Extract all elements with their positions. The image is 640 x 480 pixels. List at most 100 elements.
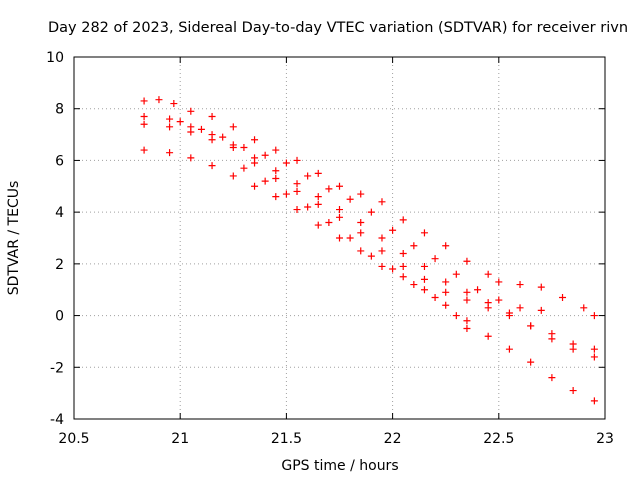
y-axis-label: SDTVAR / TECUs bbox=[6, 181, 22, 296]
data-point bbox=[140, 146, 148, 154]
data-point bbox=[378, 234, 386, 242]
data-point bbox=[346, 195, 354, 203]
data-point bbox=[559, 293, 567, 301]
data-point bbox=[463, 325, 471, 332]
data-point bbox=[282, 190, 290, 198]
data-point bbox=[261, 177, 269, 185]
data-point bbox=[140, 112, 148, 120]
data-point bbox=[389, 265, 397, 273]
data-point bbox=[569, 345, 577, 353]
data-point bbox=[357, 218, 365, 226]
data-point bbox=[399, 262, 407, 270]
data-point bbox=[590, 353, 598, 361]
data-point bbox=[314, 200, 322, 208]
y-tick-label: 2 bbox=[55, 257, 64, 273]
axis-ticks bbox=[73, 56, 606, 420]
data-point bbox=[314, 169, 322, 177]
data-point bbox=[240, 164, 248, 172]
data-point bbox=[516, 304, 524, 312]
data-point bbox=[537, 283, 545, 291]
data-point bbox=[336, 206, 343, 214]
series-track-4 bbox=[140, 146, 598, 405]
x-axis-label: GPS time / hours bbox=[281, 458, 398, 474]
data-point bbox=[293, 180, 301, 188]
data-point bbox=[314, 193, 322, 201]
y-tick-label: 0 bbox=[55, 309, 64, 325]
data-point bbox=[590, 397, 598, 405]
data-point bbox=[208, 112, 216, 120]
series-track-5 bbox=[176, 118, 545, 314]
data-point bbox=[166, 149, 174, 157]
data-point bbox=[325, 218, 333, 226]
data-point bbox=[170, 100, 178, 108]
data-point bbox=[399, 216, 407, 224]
data-point bbox=[442, 288, 450, 296]
data-point bbox=[367, 252, 375, 260]
data-point bbox=[197, 125, 205, 133]
data-point bbox=[389, 226, 397, 234]
data-point bbox=[140, 97, 148, 105]
data-point bbox=[378, 262, 386, 270]
data-point bbox=[357, 229, 365, 237]
data-point bbox=[442, 242, 450, 250]
data-point bbox=[399, 273, 407, 281]
data-point bbox=[420, 262, 428, 270]
x-tick-labels: 20.5 21 21.5 22 22.5 23 bbox=[58, 431, 614, 447]
data-point bbox=[378, 198, 386, 206]
data-point bbox=[516, 281, 524, 289]
data-point bbox=[336, 182, 343, 190]
data-point bbox=[410, 242, 418, 250]
data-point bbox=[442, 278, 450, 286]
data-point bbox=[420, 275, 428, 283]
data-point bbox=[219, 133, 227, 141]
x-tick-label: 22 bbox=[384, 431, 402, 447]
data-point bbox=[484, 304, 492, 312]
data-point bbox=[537, 306, 545, 314]
data-point bbox=[431, 255, 439, 263]
data-point bbox=[420, 229, 428, 237]
data-point bbox=[272, 167, 280, 175]
y-tick-label: -2 bbox=[50, 360, 64, 376]
data-point bbox=[495, 296, 503, 304]
data-point bbox=[505, 345, 513, 353]
data-point bbox=[166, 123, 174, 131]
data-point bbox=[304, 203, 312, 211]
x-tick-label: 23 bbox=[596, 431, 614, 447]
data-point bbox=[580, 304, 588, 312]
data-points bbox=[140, 96, 598, 405]
data-point bbox=[229, 144, 237, 151]
data-point bbox=[495, 278, 503, 286]
data-point bbox=[336, 234, 343, 242]
y-tick-label: 8 bbox=[55, 102, 64, 118]
data-point bbox=[378, 247, 386, 255]
x-tick-label: 20.5 bbox=[58, 431, 89, 447]
chart-title: Day 282 of 2023, Sidereal Day-to-day VTE… bbox=[48, 20, 628, 36]
data-point bbox=[140, 120, 148, 128]
data-point bbox=[463, 288, 471, 296]
data-point bbox=[474, 286, 482, 294]
x-tick-label: 22.5 bbox=[483, 431, 514, 447]
data-point bbox=[229, 172, 237, 180]
series-track-6 bbox=[240, 164, 471, 332]
data-point bbox=[357, 190, 365, 198]
data-point bbox=[527, 322, 535, 330]
data-point bbox=[590, 312, 598, 320]
data-point bbox=[452, 270, 460, 278]
data-point bbox=[187, 154, 195, 162]
data-point bbox=[548, 374, 556, 382]
data-point bbox=[261, 151, 269, 159]
data-point bbox=[240, 144, 248, 151]
data-point bbox=[314, 221, 322, 229]
data-point bbox=[176, 118, 184, 126]
y-tick-labels: -4 -2 0 2 4 6 8 10 bbox=[46, 50, 64, 428]
data-point bbox=[410, 281, 418, 289]
data-point bbox=[336, 213, 343, 221]
y-tick-label: 4 bbox=[55, 205, 64, 221]
data-point bbox=[399, 250, 407, 258]
data-point bbox=[208, 162, 216, 170]
series-track-1 bbox=[140, 96, 598, 320]
data-point bbox=[463, 296, 471, 304]
series-track-3 bbox=[140, 120, 598, 361]
data-point bbox=[304, 172, 312, 180]
data-point bbox=[527, 358, 535, 366]
